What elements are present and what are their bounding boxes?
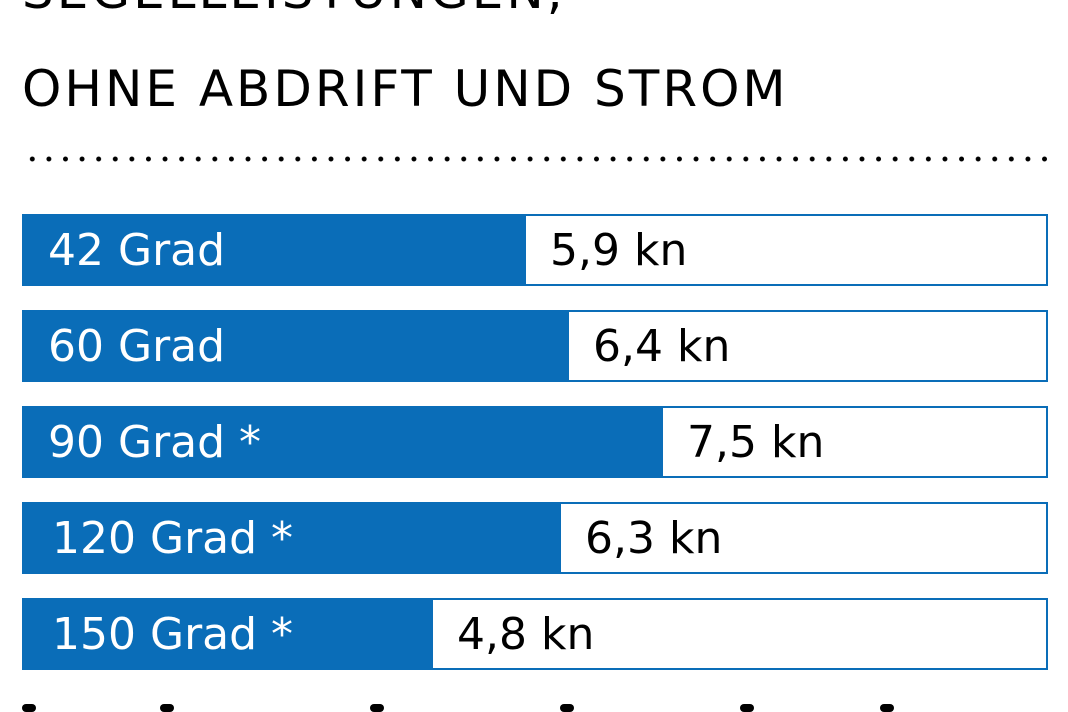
bar-row: 60 Grad 6,4 kn: [22, 310, 1048, 382]
bar-row: 90 Grad * 7,5 kn: [22, 406, 1048, 478]
value-label: 6,4 kn: [593, 320, 731, 372]
category-label: 60 Grad: [48, 320, 226, 372]
bottom-dash: [370, 704, 384, 712]
bottom-dash: [880, 704, 894, 712]
bar-row: 42 Grad 5,9 kn: [22, 214, 1048, 286]
category-label: 42 Grad: [48, 224, 226, 276]
bottom-dash: [740, 704, 754, 712]
bottom-dash: [22, 704, 36, 712]
dotted-divider: [24, 155, 1052, 163]
bar-row: 120 Grad * 6,3 kn: [22, 502, 1048, 574]
bar-row: 150 Grad * 4,8 kn: [22, 598, 1048, 670]
bottom-dotted-divider: [0, 704, 1068, 712]
value-label: 7,5 kn: [687, 416, 825, 468]
value-label: 4,8 kn: [457, 608, 595, 660]
bar: [24, 312, 569, 380]
bottom-dash: [560, 704, 574, 712]
category-label: 150 Grad *: [52, 608, 294, 660]
category-label: 120 Grad *: [52, 512, 294, 564]
bar: [24, 600, 433, 668]
bar: [24, 408, 663, 476]
bottom-dash: [160, 704, 174, 712]
chart-title-line-2: OHNE ABDRIFT UND STROM: [22, 60, 789, 118]
value-label: 6,3 kn: [585, 512, 723, 564]
chart-title-line-1: SEGELLEISTUNGEN,: [22, 0, 566, 16]
bar: [24, 216, 526, 284]
category-label: 90 Grad *: [48, 416, 262, 468]
bar: [24, 504, 561, 572]
value-label: 5,9 kn: [550, 224, 688, 276]
